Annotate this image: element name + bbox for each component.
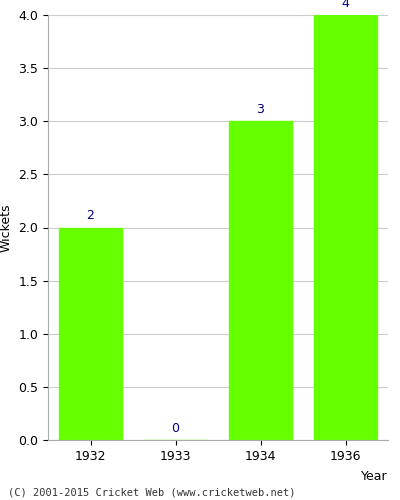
Text: (C) 2001-2015 Cricket Web (www.cricketweb.net): (C) 2001-2015 Cricket Web (www.cricketwe… (8, 488, 296, 498)
Text: 0: 0 (172, 422, 180, 434)
Y-axis label: Wickets: Wickets (0, 203, 13, 252)
Text: 2: 2 (86, 209, 94, 222)
Text: 4: 4 (342, 0, 350, 10)
Bar (229, 121, 292, 440)
Bar (314, 15, 377, 440)
Text: 3: 3 (256, 103, 264, 116)
Bar (59, 228, 122, 440)
Text: Year: Year (361, 470, 388, 483)
